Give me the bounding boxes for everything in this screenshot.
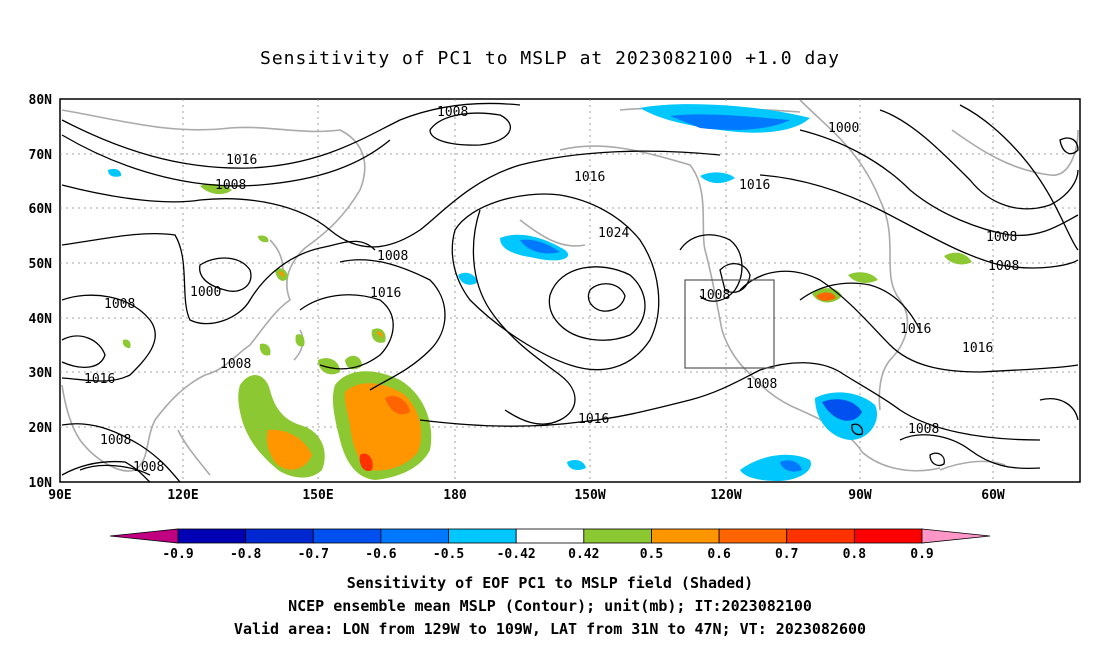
- lon-label: 120W: [710, 488, 741, 503]
- colorbar-max-arrow: [921, 528, 991, 544]
- contour-label: 1008: [133, 460, 164, 475]
- lon-label: 120E: [167, 488, 198, 503]
- lon-label: 150E: [302, 488, 333, 503]
- colorbar-min-arrow: [109, 528, 179, 544]
- valid-area-box: [684, 279, 775, 369]
- longitude-labels: 90E 120E 150E 180 150W 120W 90W 60W: [48, 488, 1005, 503]
- lon-label: 90W: [848, 488, 872, 503]
- colorbar-segment: [651, 528, 720, 544]
- colorbar-segment: [312, 528, 382, 544]
- contour-label: 1016: [370, 286, 401, 301]
- contour-label: 1008: [986, 230, 1017, 245]
- colorbar-tick-label: 0.6: [707, 547, 731, 562]
- latitude-labels: 80N 70N 60N 50N 40N 30N 20N 10N: [29, 93, 53, 491]
- contour-label: 1016: [739, 178, 770, 193]
- mslp-contours: [61, 102, 1079, 483]
- map-title: Sensitivity of PC1 to MSLP at 2023082100…: [259, 48, 840, 69]
- contour-label: 1008: [215, 178, 246, 193]
- lat-label: 70N: [29, 148, 53, 163]
- coastlines: [61, 99, 1079, 476]
- colorbar-segment: [177, 528, 247, 544]
- colorbar-segment: [583, 528, 652, 544]
- colorbar-tick-label: 0.9: [910, 547, 933, 562]
- colorbar-labels: -0.9 -0.8 -0.7 -0.6 -0.5 -0.42 0.42 0.5 0.6 0.7 0.…: [162, 547, 933, 562]
- contour-label: 1008: [377, 249, 408, 264]
- contour-label: 1008: [104, 297, 135, 312]
- colorbar-segment: [245, 528, 314, 544]
- contour-label: 1016: [578, 412, 609, 427]
- caption-line-2: NCEP ensemble mean MSLP (Contour); unit(…: [288, 597, 812, 615]
- caption-line-3: Valid area: LON from 129W to 109W, LAT f…: [233, 620, 867, 638]
- colorbar-tick-label: -0.42: [497, 547, 536, 562]
- lon-label: 150W: [574, 488, 605, 503]
- lon-label: 180: [443, 488, 467, 503]
- contour-labels: 1008 1000 1016 1008 1016 1008 1024 1016 …: [84, 105, 1019, 475]
- colorbar-segment: [718, 528, 788, 544]
- colorbar-segment: [448, 528, 517, 544]
- contour-label: 1016: [84, 372, 115, 387]
- colorbar-tick-label: -0.5: [433, 547, 464, 562]
- colorbar-segment: [786, 528, 855, 544]
- contour-label: 1008: [220, 357, 251, 372]
- lat-label: 20N: [29, 421, 53, 436]
- contour-label: 1016: [900, 322, 931, 337]
- colorbar-segment: [380, 528, 449, 544]
- lat-label: 60N: [29, 202, 53, 217]
- lat-label: 50N: [29, 257, 53, 272]
- contour-label: 1016: [226, 153, 257, 168]
- contour-label: 1008: [988, 259, 1019, 274]
- contour-label: 1008: [746, 377, 777, 392]
- contour-label: 1016: [962, 341, 993, 356]
- colorbar-tick-label: 0.42: [568, 547, 599, 562]
- colorbar-tick-label: -0.7: [298, 547, 329, 562]
- colorbar-tick-label: 0.7: [775, 547, 798, 562]
- colorbar-segment: [853, 528, 923, 544]
- colorbar-tick-label: 0.5: [640, 547, 663, 562]
- contour-label: 1008: [437, 105, 468, 120]
- colorbar-tick-label: -0.6: [365, 547, 396, 562]
- sensitivity-shading: [108, 104, 972, 481]
- colorbar-tick-label: -0.9: [162, 547, 193, 562]
- colorbar-tick-label: -0.8: [230, 547, 261, 562]
- caption-line-1: Sensitivity of EOF PC1 to MSLP field (Sh…: [346, 574, 754, 592]
- colorbar: [109, 528, 991, 544]
- contour-label: 1008: [100, 433, 131, 448]
- contour-label: 1000: [190, 285, 221, 300]
- lon-label: 60W: [981, 488, 1005, 503]
- lat-label: 30N: [29, 366, 53, 381]
- map-frame: [59, 98, 1081, 483]
- contour-label: 1024: [598, 226, 629, 241]
- contour-label: 1000: [828, 121, 859, 136]
- contour-label: 1008: [908, 422, 939, 437]
- lat-label: 10N: [29, 476, 53, 491]
- contour-label: 1008: [699, 288, 730, 303]
- colorbar-segment: [515, 528, 585, 544]
- lon-label: 90E: [48, 488, 71, 503]
- lat-label: 40N: [29, 312, 53, 327]
- contour-label: 1016: [574, 170, 605, 185]
- lat-label: 80N: [29, 93, 53, 108]
- colorbar-tick-label: 0.8: [843, 547, 867, 562]
